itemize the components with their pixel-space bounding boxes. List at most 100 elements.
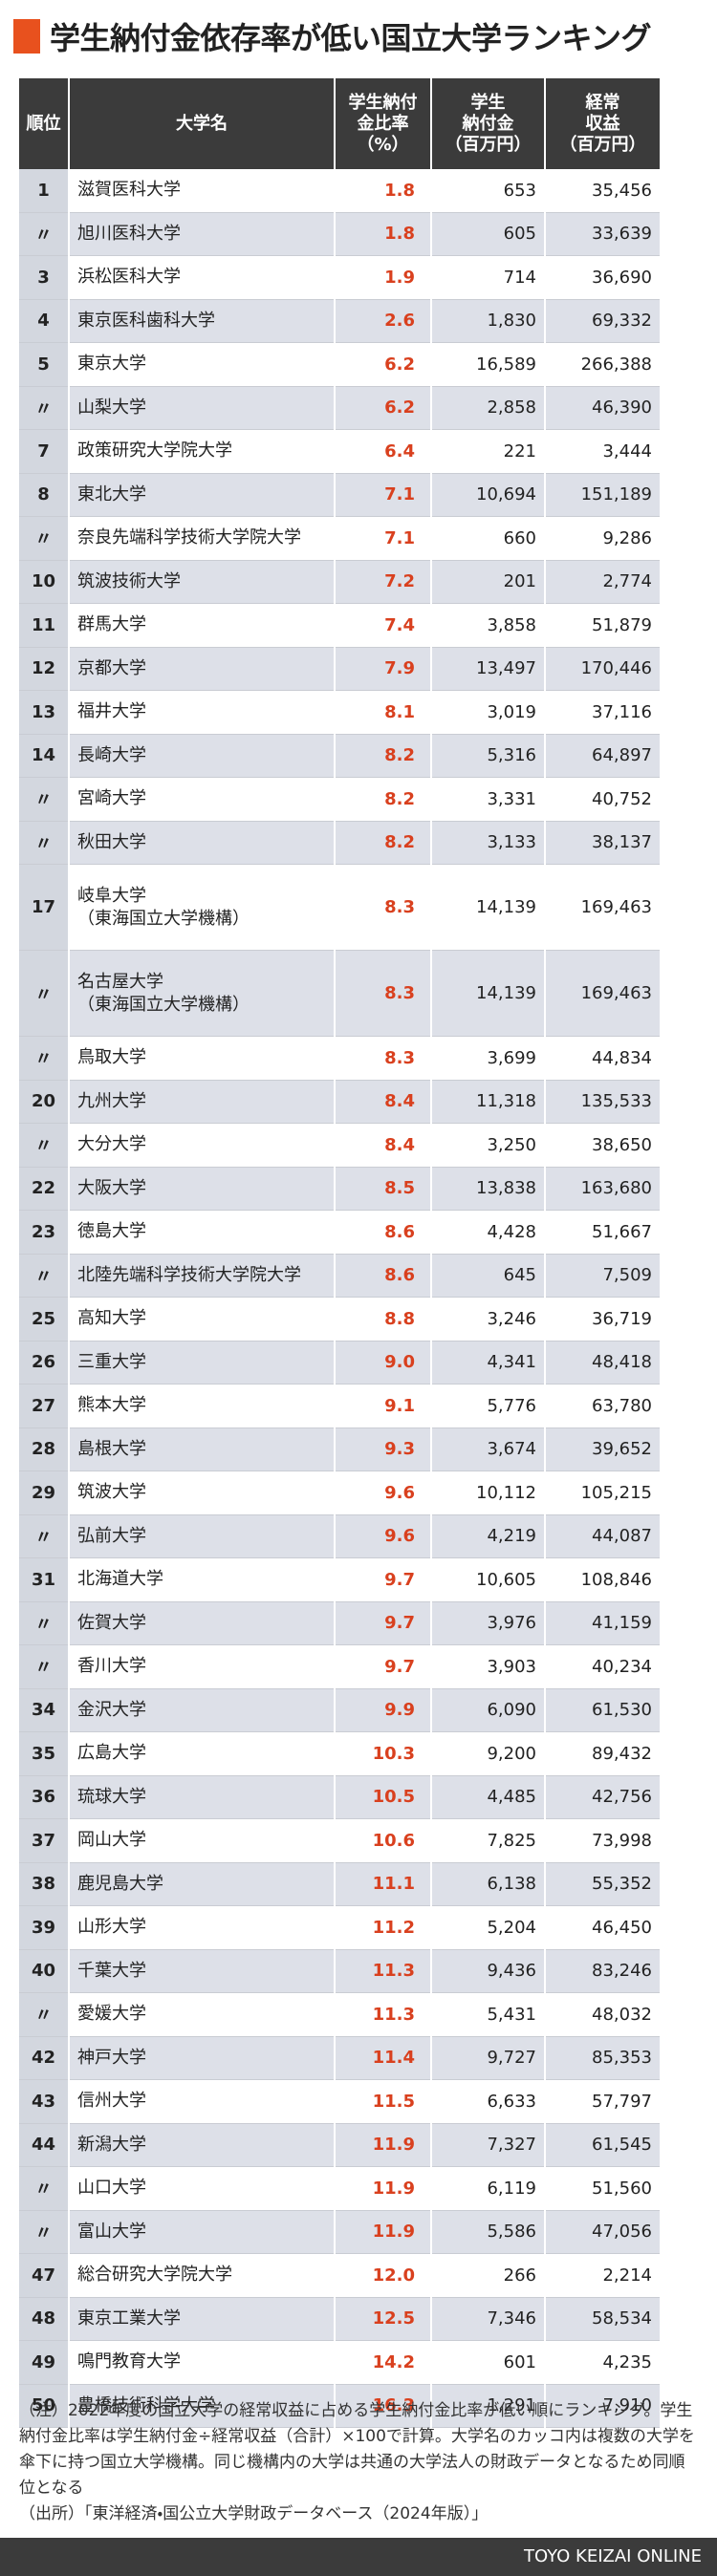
table-row: 27 熊本大学 9.1 5,776 63,780 (19, 1384, 660, 1428)
university-name: 筑波大学 (77, 1482, 146, 1503)
revenue-cell: 48,418 (544, 1341, 660, 1385)
name-cell: 京都大学 (68, 647, 335, 691)
table-row: 〃旭川医科大学 1.8 605 33,639 (19, 212, 660, 256)
fee-cell: 5,776 (430, 1384, 545, 1428)
revenue-cell: 3,444 (544, 429, 660, 474)
ratio-cell: 11.9 (334, 2210, 431, 2254)
fee-cell: 266 (430, 2253, 545, 2298)
university-name: 東京工業大学 (77, 2308, 181, 2329)
ratio-cell: 9.6 (334, 1470, 431, 1515)
university-name: 京都大学 (77, 657, 146, 678)
ratio-cell: 11.9 (334, 2166, 431, 2211)
ranking-table: 順位 大学名 学生納付 金比率 （%） 学生 納付金 （百万円） 経常 収益 （百万円） 1 滋賀医科… (19, 78, 660, 2428)
university-name: 群馬大学 (77, 614, 146, 635)
ratio-cell: 11.3 (334, 1992, 431, 2037)
university-name: 九州大学 (77, 1090, 146, 1111)
fee-cell: 13,497 (430, 647, 545, 691)
university-name: 福井大学 (77, 701, 146, 722)
fee-cell: 2,858 (430, 386, 545, 430)
revenue-cell: 170,446 (544, 647, 660, 691)
table-row: 14 長崎大学 8.2 5,316 64,897 (19, 734, 660, 778)
fee-cell: 6,119 (430, 2166, 545, 2211)
rank-cell: 10 (19, 560, 69, 604)
fee-cell: 16,589 (430, 342, 545, 387)
fee-cell: 7,346 (430, 2297, 545, 2341)
rank-cell: 7 (19, 429, 69, 474)
revenue-cell: 55,352 (544, 1862, 660, 1906)
revenue-cell: 58,534 (544, 2297, 660, 2341)
rank-cell: 〃 (19, 1254, 69, 1298)
header-text: 順位 (26, 113, 61, 134)
revenue-cell: 169,463 (544, 950, 660, 1037)
revenue-cell: 9,286 (544, 516, 660, 561)
ratio-cell: 8.2 (334, 821, 431, 865)
rank-cell: 22 (19, 1167, 69, 1211)
rank-cell: 49 (19, 2340, 69, 2385)
ratio-cell: 7.1 (334, 473, 431, 517)
table-row: 17 岐阜大学 （東海国立大学機構） 8.3 14,139 169,463 (19, 864, 660, 951)
table-row: 20 九州大学 8.4 11,318 135,533 (19, 1080, 660, 1124)
name-cell: 東京医科歯科大学 (68, 299, 335, 343)
table-row: 〃佐賀大学 9.7 3,976 41,159 (19, 1601, 660, 1645)
revenue-cell: 42,756 (544, 1775, 660, 1819)
ratio-cell: 11.3 (334, 1949, 431, 1993)
ratio-cell: 6.4 (334, 429, 431, 474)
name-cell: 大阪大学 (68, 1167, 335, 1211)
revenue-cell: 47,056 (544, 2210, 660, 2254)
fee-cell: 714 (430, 255, 545, 300)
revenue-cell: 51,560 (544, 2166, 660, 2211)
table-row: 26 三重大学 9.0 4,341 48,418 (19, 1341, 660, 1385)
table-row: 5 東京大学 6.2 16,589 266,388 (19, 342, 660, 387)
ratio-cell: 2.6 (334, 299, 431, 343)
header-text: 大学名 (176, 113, 228, 134)
revenue-cell: 35,456 (544, 169, 660, 213)
table-row: 23 徳島大学 8.6 4,428 51,667 (19, 1210, 660, 1255)
table-row: 〃奈良先端科学技術大学院大学 7.1 660 9,286 (19, 516, 660, 561)
ratio-cell: 16.3 (334, 2384, 431, 2428)
name-cell: 三重大学 (68, 1341, 335, 1385)
fee-cell: 3,976 (430, 1601, 545, 1645)
rank-cell: 47 (19, 2253, 69, 2298)
university-name: 岐阜大学 (77, 885, 146, 906)
ratio-cell: 11.5 (334, 2079, 431, 2124)
name-cell: 豊橋技術科学大学 (68, 2384, 335, 2428)
university-name: 長崎大学 (77, 744, 146, 765)
rank-cell: 43 (19, 2079, 69, 2124)
revenue-cell: 135,533 (544, 1080, 660, 1124)
ratio-cell: 11.9 (334, 2123, 431, 2167)
name-cell: 九州大学 (68, 1080, 335, 1124)
university-name: 滋賀医科大学 (77, 180, 181, 201)
fee-cell: 5,204 (430, 1905, 545, 1950)
ratio-cell: 7.1 (334, 516, 431, 561)
rank-cell: 36 (19, 1775, 69, 1819)
name-cell: 琉球大学 (68, 1775, 335, 1819)
name-cell: 広島大学 (68, 1731, 335, 1776)
university-name: 秋田大学 (77, 831, 146, 852)
revenue-cell: 38,137 (544, 821, 660, 865)
name-cell: 鳴門教育大学 (68, 2340, 335, 2385)
table-row: 〃鳥取大学 8.3 3,699 44,834 (19, 1036, 660, 1081)
university-name: 三重大学 (77, 1351, 146, 1372)
fee-cell: 201 (430, 560, 545, 604)
name-cell: 福井大学 (68, 690, 335, 735)
fee-cell: 11,318 (430, 1080, 545, 1124)
table-row: 47 総合研究大学院大学 12.0 266 2,214 (19, 2253, 660, 2298)
table-row: 43 信州大学 11.5 6,633 57,797 (19, 2079, 660, 2124)
university-name: 島根大学 (77, 1438, 146, 1459)
name-cell: 北陸先端科学技術大学院大学 (68, 1254, 335, 1298)
header-text: （百万円） (445, 134, 532, 155)
rank-cell: 28 (19, 1428, 69, 1471)
revenue-cell: 69,332 (544, 299, 660, 343)
rank-cell: 42 (19, 2036, 69, 2080)
university-name: 神戸大学 (77, 2047, 146, 2068)
university-name: 弘前大学 (77, 1525, 146, 1546)
university-name: 富山大学 (77, 2221, 146, 2242)
revenue-cell: 41,159 (544, 1601, 660, 1645)
footer-text: TOYO KEIZAI ONLINE (523, 2546, 702, 2566)
name-cell: 徳島大学 (68, 1210, 335, 1255)
name-cell: 山梨大学 (68, 386, 335, 430)
table-row: 36 琉球大学 10.5 4,485 42,756 (19, 1775, 660, 1819)
fee-cell: 4,485 (430, 1775, 545, 1819)
university-name: 東京大学 (77, 354, 146, 375)
fee-cell: 3,674 (430, 1428, 545, 1471)
